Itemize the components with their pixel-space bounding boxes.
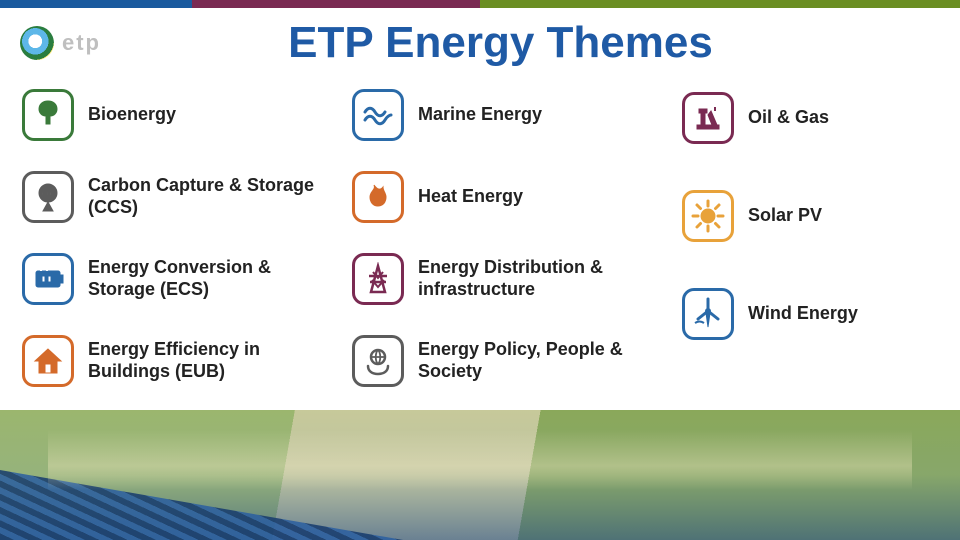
- column-2: Marine Energy Heat Energy Energy Distribut…: [352, 84, 672, 412]
- theme-label: Bioenergy: [88, 104, 176, 126]
- column-3: Oil & Gas Solar PV Wind Energy: [682, 84, 938, 412]
- theme-label: Energy Conversion & Storage (ECS): [88, 257, 342, 300]
- wind-turbine-icon: [682, 288, 734, 340]
- globe-hands-icon: [352, 335, 404, 387]
- wave-icon: [352, 89, 404, 141]
- theme-label: Wind Energy: [748, 303, 858, 325]
- house-icon: [22, 335, 74, 387]
- topbar-seg-3: [480, 0, 960, 8]
- theme-item: Marine Energy: [352, 84, 672, 146]
- themes-grid: Bioenergy Carbon Capture & Storage (CCS) E…: [0, 74, 960, 394]
- battery-icon: [22, 253, 74, 305]
- tree-icon: [22, 89, 74, 141]
- theme-item: Energy Conversion & Storage (ECS): [22, 248, 342, 310]
- page-title: ETP Energy Themes: [61, 18, 940, 68]
- theme-item: Carbon Capture & Storage (CCS): [22, 166, 342, 228]
- theme-item: Bioenergy: [22, 84, 342, 146]
- theme-label: Energy Distribution & infrastructure: [418, 257, 672, 300]
- oil-rig-icon: [682, 92, 734, 144]
- theme-item: Energy Distribution & infrastructure: [352, 248, 672, 310]
- topbar-seg-2: [192, 0, 480, 8]
- pylon-icon: [352, 253, 404, 305]
- header: etp ETP Energy Themes: [0, 8, 960, 74]
- theme-label: Marine Energy: [418, 104, 542, 126]
- flame-icon: [352, 171, 404, 223]
- theme-item: Wind Energy: [682, 280, 938, 348]
- theme-item: Heat Energy: [352, 166, 672, 228]
- etp-logo-mark-icon: [20, 26, 54, 60]
- theme-label: Oil & Gas: [748, 107, 829, 129]
- footer-landscape-image: [0, 410, 960, 540]
- column-1: Bioenergy Carbon Capture & Storage (CCS) E…: [22, 84, 342, 412]
- top-color-bar: [0, 0, 960, 8]
- topbar-seg-1: [0, 0, 192, 8]
- theme-label: Energy Efficiency in Buildings (EUB): [88, 339, 342, 382]
- theme-label: Solar PV: [748, 205, 822, 227]
- theme-item: Energy Efficiency in Buildings (EUB): [22, 330, 342, 392]
- co2-pin-icon: [22, 171, 74, 223]
- theme-label: Energy Policy, People & Society: [418, 339, 672, 382]
- theme-item: Oil & Gas: [682, 84, 938, 152]
- theme-label: Heat Energy: [418, 186, 523, 208]
- theme-label: Carbon Capture & Storage (CCS): [88, 175, 342, 218]
- theme-item: Solar PV: [682, 182, 938, 250]
- theme-item: Energy Policy, People & Society: [352, 330, 672, 392]
- sun-icon: [682, 190, 734, 242]
